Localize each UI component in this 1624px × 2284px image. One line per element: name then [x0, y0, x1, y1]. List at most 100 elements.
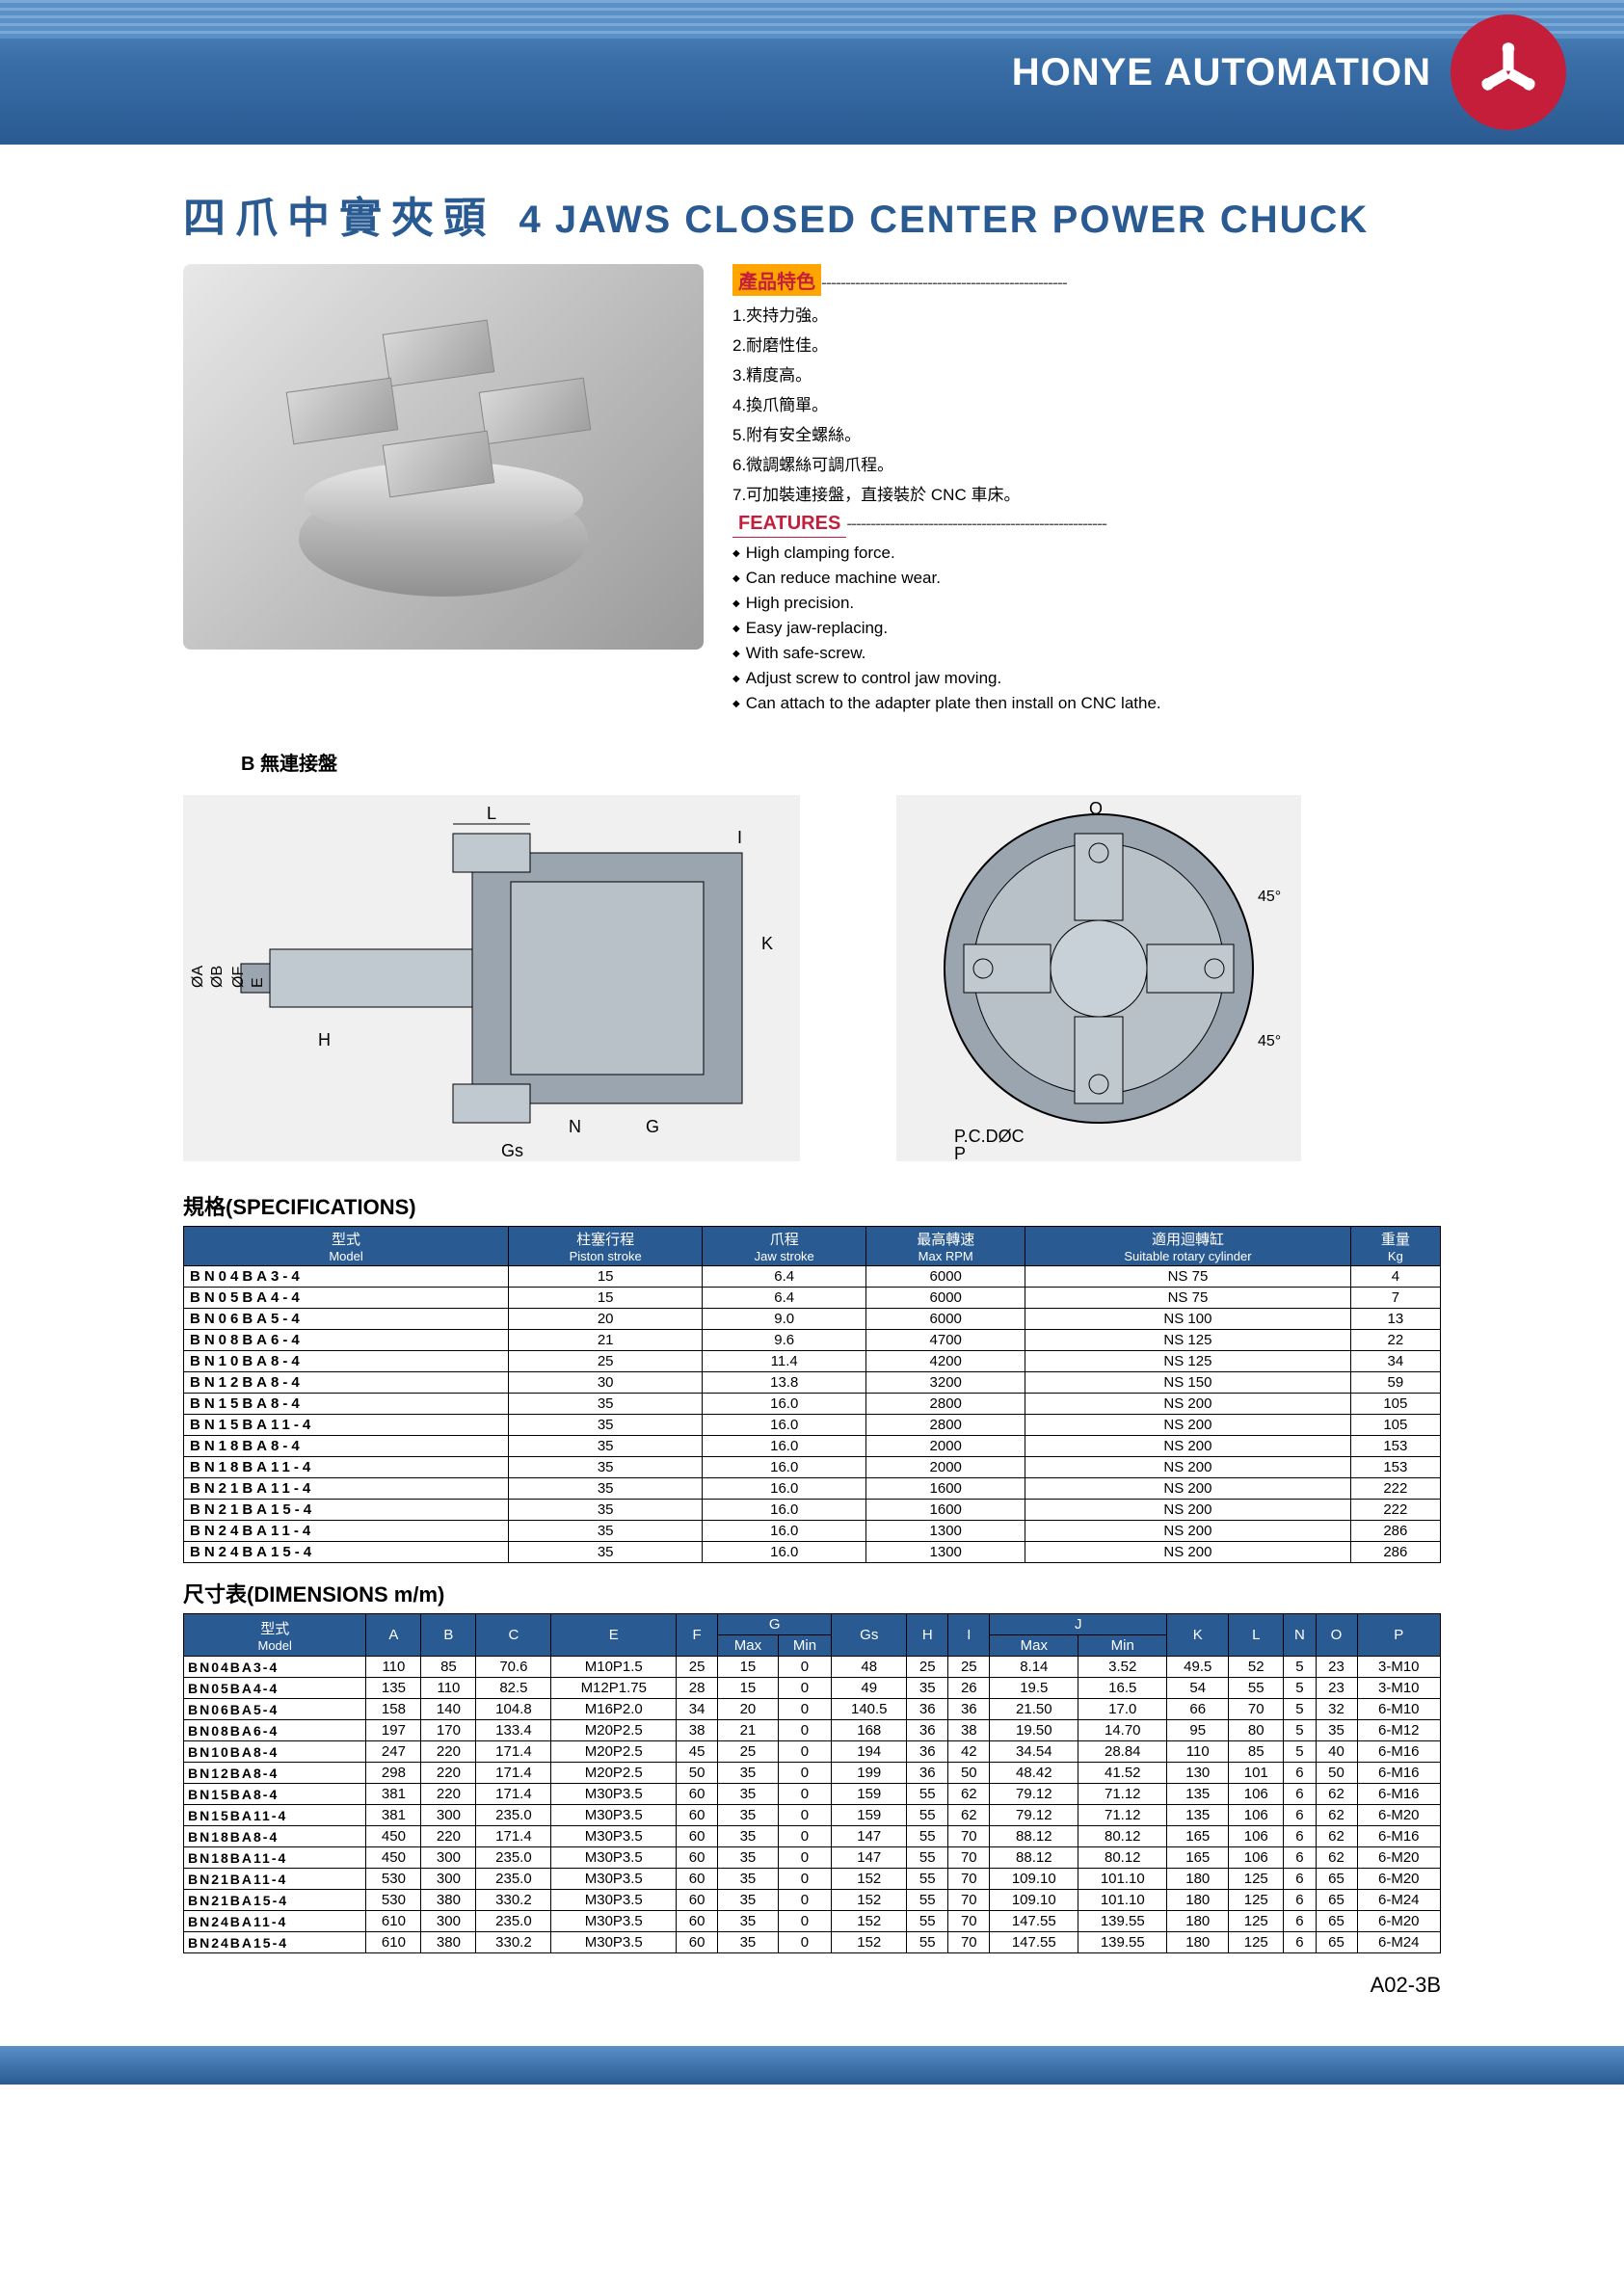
dim-cell: 49.5 [1167, 1657, 1229, 1678]
feature-cn-item: 2.耐磨性佳。 [732, 332, 1441, 356]
dim-cell: 6 [1284, 1847, 1316, 1869]
dim-cell: 79.12 [990, 1784, 1078, 1805]
dim-cell: 6-M16 [1357, 1741, 1440, 1763]
spec-row: BN05BA4-4156.46000NS 757 [184, 1288, 1441, 1309]
dim-cell: 88.12 [990, 1826, 1078, 1847]
dim-cell: 610 [366, 1932, 421, 1953]
dim-row: BN21BA15-4530380330.2M30P3.5603501525570… [184, 1890, 1441, 1911]
dim-cell: 25 [907, 1657, 948, 1678]
dim-cell: 180 [1167, 1890, 1229, 1911]
dim-cell: 19.5 [990, 1678, 1078, 1699]
dim-cell: 6-M20 [1357, 1911, 1440, 1932]
dim-cell: 300 [421, 1805, 476, 1826]
dim-row: BN10BA8-4247220171.4M20P2.54525019436423… [184, 1741, 1441, 1763]
spec-cell: 286 [1350, 1542, 1440, 1563]
spec-cell: 2000 [866, 1436, 1025, 1457]
footer-bar [0, 2046, 1624, 2085]
spec-row: BN10BA8-42511.44200NS 12534 [184, 1351, 1441, 1372]
dim-cell: BN06BA5-4 [184, 1699, 366, 1720]
dim-row: BN15BA11-4381300235.0M30P3.5603501595562… [184, 1805, 1441, 1826]
dim-row: BN24BA11-4610300235.0M30P3.5603501525570… [184, 1911, 1441, 1932]
diagram-section: B 無連接盤 L I K ØA ØB [183, 748, 1441, 1161]
dim-cell: 55 [907, 1784, 948, 1805]
spec-cell: 16.0 [703, 1415, 866, 1436]
dim-cell: 42 [948, 1741, 990, 1763]
dim-cell: 0 [778, 1847, 832, 1869]
dim-cell: 6-M20 [1357, 1869, 1440, 1890]
dim-cell: 6-M24 [1357, 1932, 1440, 1953]
diagram-frontview: O 45° 45° P.C.DØC P [896, 795, 1301, 1161]
spec-cell: 4200 [866, 1351, 1025, 1372]
dim-cell: 159 [832, 1784, 907, 1805]
brand-logo [1451, 14, 1566, 130]
dim-cell: 171.4 [476, 1763, 551, 1784]
spec-cell: 11.4 [703, 1351, 866, 1372]
feature-en-item: Can attach to the adapter plate then ins… [732, 694, 1441, 713]
spec-cell: 35 [509, 1478, 703, 1500]
dim-cell: 50 [948, 1763, 990, 1784]
dim-cell: 6-M24 [1357, 1890, 1440, 1911]
spec-header: 柱塞行程Piston stroke [509, 1227, 703, 1266]
dim-cell: 380 [421, 1932, 476, 1953]
dim-cell: 6 [1284, 1826, 1316, 1847]
spec-header: 重量Kg [1350, 1227, 1440, 1266]
dim-cell: 171.4 [476, 1741, 551, 1763]
dim-cell: 50 [1316, 1763, 1357, 1784]
dim-cell: 85 [421, 1657, 476, 1678]
feature-cn-item: 6.微調螺絲可調爪程。 [732, 451, 1441, 475]
dim-cell: 80 [1229, 1720, 1284, 1741]
spec-header: 爪程Jaw stroke [703, 1227, 866, 1266]
title-en: 4 JAWS CLOSED CENTER POWER CHUCK [519, 199, 1369, 241]
dim-cell: 0 [778, 1678, 832, 1699]
spec-cell: 16.0 [703, 1521, 866, 1542]
dim-cell: 16.5 [1078, 1678, 1167, 1699]
dim-cell: 152 [832, 1869, 907, 1890]
dim-cell: 3-M10 [1357, 1678, 1440, 1699]
dim-cell: 70 [948, 1869, 990, 1890]
dim-row: BN04BA3-41108570.6M10P1.5251504825258.14… [184, 1657, 1441, 1678]
dim-cell: 35 [718, 1784, 779, 1805]
spec-cell: 16.0 [703, 1500, 866, 1521]
dim-cell: 6 [1284, 1932, 1316, 1953]
dim-title: 尺寸表(DIMENSIONS m/m) [183, 1578, 1441, 1608]
dim-cell: M20P2.5 [551, 1720, 677, 1741]
feature-en-item: High clamping force. [732, 544, 1441, 563]
dim-cell: 70 [1229, 1699, 1284, 1720]
spec-cell: 9.0 [703, 1309, 866, 1330]
dim-cell: 5 [1284, 1741, 1316, 1763]
dim-cell: 125 [1229, 1869, 1284, 1890]
dim-cell: 55 [907, 1826, 948, 1847]
dim-cell: M30P3.5 [551, 1784, 677, 1805]
dim-table: 型式Model ABCEF GGsHI JKLNOP MaxMinMaxMin … [183, 1613, 1441, 1953]
dim-row: BN24BA15-4610380330.2M30P3.5603501525570… [184, 1932, 1441, 1953]
dim-cell: BN21BA11-4 [184, 1869, 366, 1890]
dim-cell: 135 [366, 1678, 421, 1699]
spec-cell: NS 200 [1025, 1436, 1351, 1457]
page-number: A02-3B [0, 1953, 1624, 2007]
spec-cell: 6.4 [703, 1288, 866, 1309]
spec-cell: BN08BA6-4 [184, 1330, 509, 1351]
dim-cell: M30P3.5 [551, 1805, 677, 1826]
dim-cell: BN12BA8-4 [184, 1763, 366, 1784]
dash-line: ----------------------------------------… [846, 514, 1106, 533]
svg-text:I: I [737, 828, 742, 847]
dim-cell: 3.52 [1078, 1657, 1167, 1678]
dim-cell: 180 [1167, 1869, 1229, 1890]
dim-cell: 0 [778, 1826, 832, 1847]
dim-row: BN15BA8-4381220171.4M30P3.56035015955627… [184, 1784, 1441, 1805]
dim-cell: 168 [832, 1720, 907, 1741]
dim-cell: 35 [718, 1932, 779, 1953]
dim-cell: 35 [1316, 1720, 1357, 1741]
dim-cell: 45 [677, 1741, 718, 1763]
dim-cell: 140.5 [832, 1699, 907, 1720]
dim-cell: 6-M16 [1357, 1784, 1440, 1805]
spec-row: BN24BA11-43516.01300NS 200286 [184, 1521, 1441, 1542]
dim-cell: 101.10 [1078, 1890, 1167, 1911]
spec-cell: NS 200 [1025, 1542, 1351, 1563]
spec-row: BN21BA15-43516.01600NS 200222 [184, 1500, 1441, 1521]
spec-cell: 13.8 [703, 1372, 866, 1394]
page: HONYE AUTOMATION 四爪中實夾頭 4 JAWS CLOSED CE… [0, 0, 1624, 2142]
dim-cell: 35 [718, 1890, 779, 1911]
spec-cell: BN06BA5-4 [184, 1309, 509, 1330]
chuck-illustration [260, 288, 626, 625]
